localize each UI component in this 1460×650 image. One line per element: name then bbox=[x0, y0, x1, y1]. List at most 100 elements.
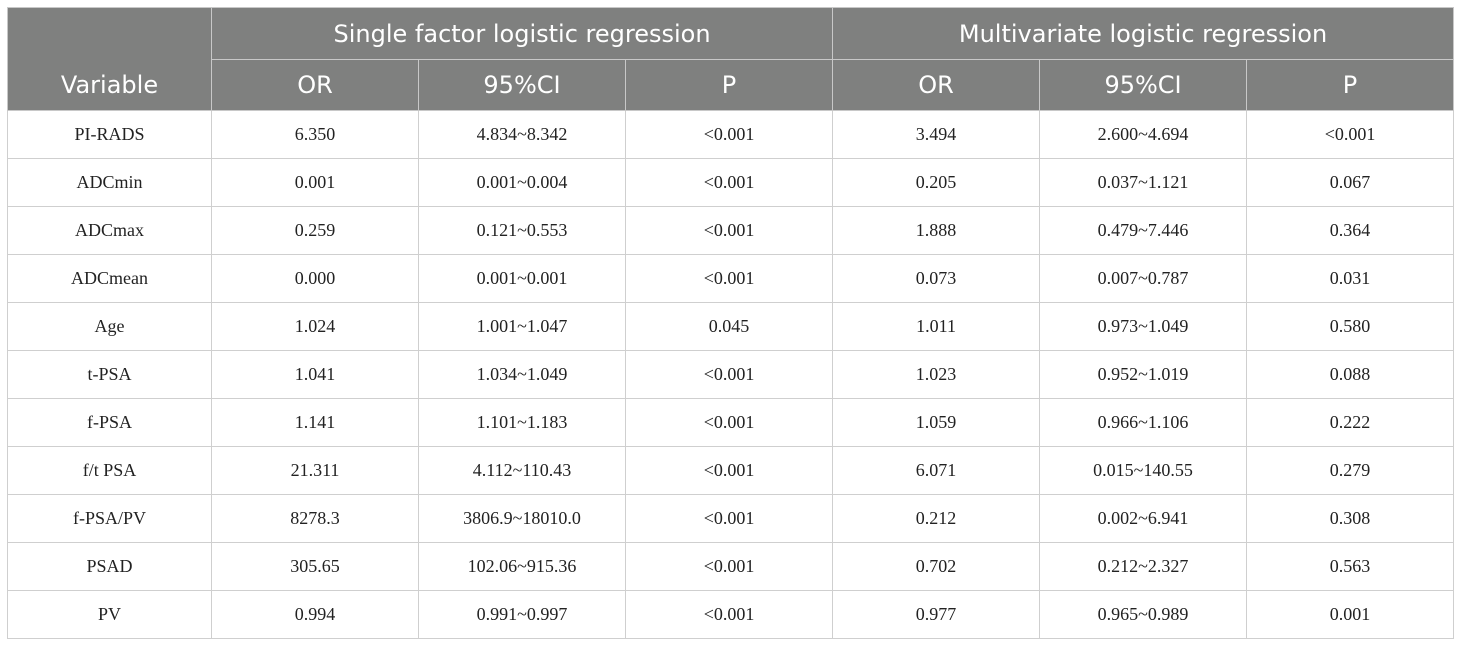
single-or-cell: 21.311 bbox=[211, 446, 419, 495]
single-p-cell: <0.001 bbox=[624, 206, 834, 255]
variable-cell: PV bbox=[7, 590, 212, 639]
table-row: t-PSA 1.041 1.034~1.049 <0.001 1.023 0.952~1.… bbox=[7, 350, 1455, 399]
table-row: PSAD 305.65 102.06~915.36 <0.001 0.702 0.212~… bbox=[7, 542, 1455, 591]
single-p-cell: <0.001 bbox=[624, 398, 834, 447]
single-ci-cell: 0.001~0.004 bbox=[418, 158, 626, 207]
single-p-cell: <0.001 bbox=[624, 350, 834, 399]
single-ci-cell: 3806.9~18010.0 bbox=[418, 494, 626, 543]
multi-or-cell: 0.212 bbox=[832, 494, 1041, 543]
single-or-cell: 1.141 bbox=[211, 398, 419, 447]
regression-table-container: Variable Single factor logistic regressi… bbox=[7, 7, 1455, 639]
header-row-sub: OR 95%CI P OR 95%CI P bbox=[8, 59, 1455, 111]
single-ci-cell: 102.06~915.36 bbox=[418, 542, 626, 591]
regression-table: Variable Single factor logistic regressi… bbox=[7, 7, 1455, 639]
single-or-cell: 0.000 bbox=[211, 254, 419, 303]
variable-cell: f-PSA bbox=[7, 398, 212, 447]
multi-or-cell: 1.011 bbox=[832, 302, 1041, 351]
single-p-cell: <0.001 bbox=[624, 590, 834, 639]
single-or-cell: 0.994 bbox=[211, 590, 419, 639]
single-ci-cell: 0.001~0.001 bbox=[418, 254, 626, 303]
variable-cell: Age bbox=[7, 302, 212, 351]
multi-ci-cell: 0.973~1.049 bbox=[1039, 302, 1248, 351]
table-row: f-PSA 1.141 1.101~1.183 <0.001 1.059 0.966~1.… bbox=[7, 398, 1455, 447]
single-or-cell: 1.024 bbox=[211, 302, 419, 351]
single-or-cell: 6.350 bbox=[211, 110, 419, 159]
multi-or-cell: 0.205 bbox=[832, 158, 1041, 207]
single-or-cell: 1.041 bbox=[211, 350, 419, 399]
single-p-cell: <0.001 bbox=[624, 158, 834, 207]
multi-p-cell: 0.308 bbox=[1246, 494, 1455, 543]
variable-cell: f/t PSA bbox=[7, 446, 212, 495]
multi-ci-cell: 0.002~6.941 bbox=[1039, 494, 1248, 543]
multi-or-header: OR bbox=[832, 59, 1041, 111]
multi-p-cell: 0.088 bbox=[1246, 350, 1455, 399]
multi-p-cell: 0.222 bbox=[1246, 398, 1455, 447]
single-or-cell: 0.259 bbox=[211, 206, 419, 255]
multi-ci-cell: 0.212~2.327 bbox=[1039, 542, 1248, 591]
variable-cell: ADCmin bbox=[7, 158, 212, 207]
multi-or-cell: 3.494 bbox=[832, 110, 1041, 159]
multi-ci-cell: 0.966~1.106 bbox=[1039, 398, 1248, 447]
table-row: f/t PSA 21.311 4.112~110.43 <0.001 6.071 0.01… bbox=[7, 446, 1455, 495]
multi-or-cell: 1.059 bbox=[832, 398, 1041, 447]
multi-p-cell: <0.001 bbox=[1246, 110, 1455, 159]
single-ci-cell: 4.112~110.43 bbox=[418, 446, 626, 495]
multi-ci-cell: 0.952~1.019 bbox=[1039, 350, 1248, 399]
table-row: ADCmean 0.000 0.001~0.001 <0.001 0.073 0.007~… bbox=[7, 254, 1455, 303]
table-header: Variable Single factor logistic regressi… bbox=[7, 7, 1455, 111]
multivariate-group-header: Multivariate logistic regression bbox=[832, 7, 1455, 60]
table-body: PI-RADS 6.350 4.834~8.342 <0.001 3.494 2.600~… bbox=[7, 110, 1455, 639]
multi-ci-cell: 0.479~7.446 bbox=[1039, 206, 1248, 255]
multi-ci-cell: 0.015~140.55 bbox=[1039, 446, 1248, 495]
multi-ci-cell: 2.600~4.694 bbox=[1039, 110, 1248, 159]
multi-or-cell: 6.071 bbox=[832, 446, 1041, 495]
table-row: PI-RADS 6.350 4.834~8.342 <0.001 3.494 2.600~… bbox=[7, 110, 1455, 159]
multi-p-cell: 0.067 bbox=[1246, 158, 1455, 207]
multi-p-cell: 0.563 bbox=[1246, 542, 1455, 591]
multi-or-cell: 1.888 bbox=[832, 206, 1041, 255]
variable-header: Variable bbox=[7, 7, 212, 111]
multi-or-cell: 0.702 bbox=[832, 542, 1041, 591]
multi-p-cell: 0.580 bbox=[1246, 302, 1455, 351]
multi-or-cell: 1.023 bbox=[832, 350, 1041, 399]
multi-ci-cell: 0.007~0.787 bbox=[1039, 254, 1248, 303]
single-or-cell: 305.65 bbox=[211, 542, 419, 591]
single-p-cell: <0.001 bbox=[624, 446, 834, 495]
multi-ci-cell: 0.965~0.989 bbox=[1039, 590, 1248, 639]
variable-cell: f-PSA/PV bbox=[7, 494, 212, 543]
variable-cell: ADCmean bbox=[7, 254, 212, 303]
multi-p-cell: 0.031 bbox=[1246, 254, 1455, 303]
variable-cell: t-PSA bbox=[7, 350, 212, 399]
variable-cell: PI-RADS bbox=[7, 110, 212, 159]
table-row: ADCmax 0.259 0.121~0.553 <0.001 1.888 0.479~7… bbox=[7, 206, 1455, 255]
single-ci-cell: 4.834~8.342 bbox=[418, 110, 626, 159]
single-p-cell: <0.001 bbox=[624, 110, 834, 159]
single-ci-cell: 0.991~0.997 bbox=[418, 590, 626, 639]
multi-p-cell: 0.001 bbox=[1246, 590, 1455, 639]
single-p-cell: <0.001 bbox=[624, 542, 834, 591]
single-ci-cell: 0.121~0.553 bbox=[418, 206, 626, 255]
multi-ci-cell: 0.037~1.121 bbox=[1039, 158, 1248, 207]
single-or-cell: 8278.3 bbox=[211, 494, 419, 543]
table-row: f-PSA/PV 8278.3 3806.9~18010.0 <0.001 0.212 0… bbox=[7, 494, 1455, 543]
multi-p-cell: 0.364 bbox=[1246, 206, 1455, 255]
single-p-cell: <0.001 bbox=[624, 494, 834, 543]
single-p-cell: <0.001 bbox=[624, 254, 834, 303]
single-or-cell: 0.001 bbox=[211, 158, 419, 207]
single-or-header: OR bbox=[211, 59, 419, 111]
multi-or-cell: 0.977 bbox=[832, 590, 1041, 639]
table-row: ADCmin 0.001 0.001~0.004 <0.001 0.205 0.037~1… bbox=[7, 158, 1455, 207]
table-row: Age 1.024 1.001~1.047 0.045 1.011 0.973~1.049… bbox=[7, 302, 1455, 351]
multi-p-header: P bbox=[1246, 59, 1455, 111]
multi-or-cell: 0.073 bbox=[832, 254, 1041, 303]
multi-ci-header: 95%CI bbox=[1039, 59, 1248, 111]
single-ci-header: 95%CI bbox=[418, 59, 626, 111]
header-row-groups: Variable Single factor logistic regressi… bbox=[7, 7, 1455, 111]
single-p-cell: 0.045 bbox=[624, 302, 834, 351]
table-row: PV 0.994 0.991~0.997 <0.001 0.977 0.965~0.989… bbox=[7, 590, 1455, 639]
single-factor-group-header: Single factor logistic regression bbox=[210, 7, 834, 60]
single-ci-cell: 1.001~1.047 bbox=[418, 302, 626, 351]
variable-cell: PSAD bbox=[7, 542, 212, 591]
single-p-header: P bbox=[624, 59, 834, 111]
variable-cell: ADCmax bbox=[7, 206, 212, 255]
